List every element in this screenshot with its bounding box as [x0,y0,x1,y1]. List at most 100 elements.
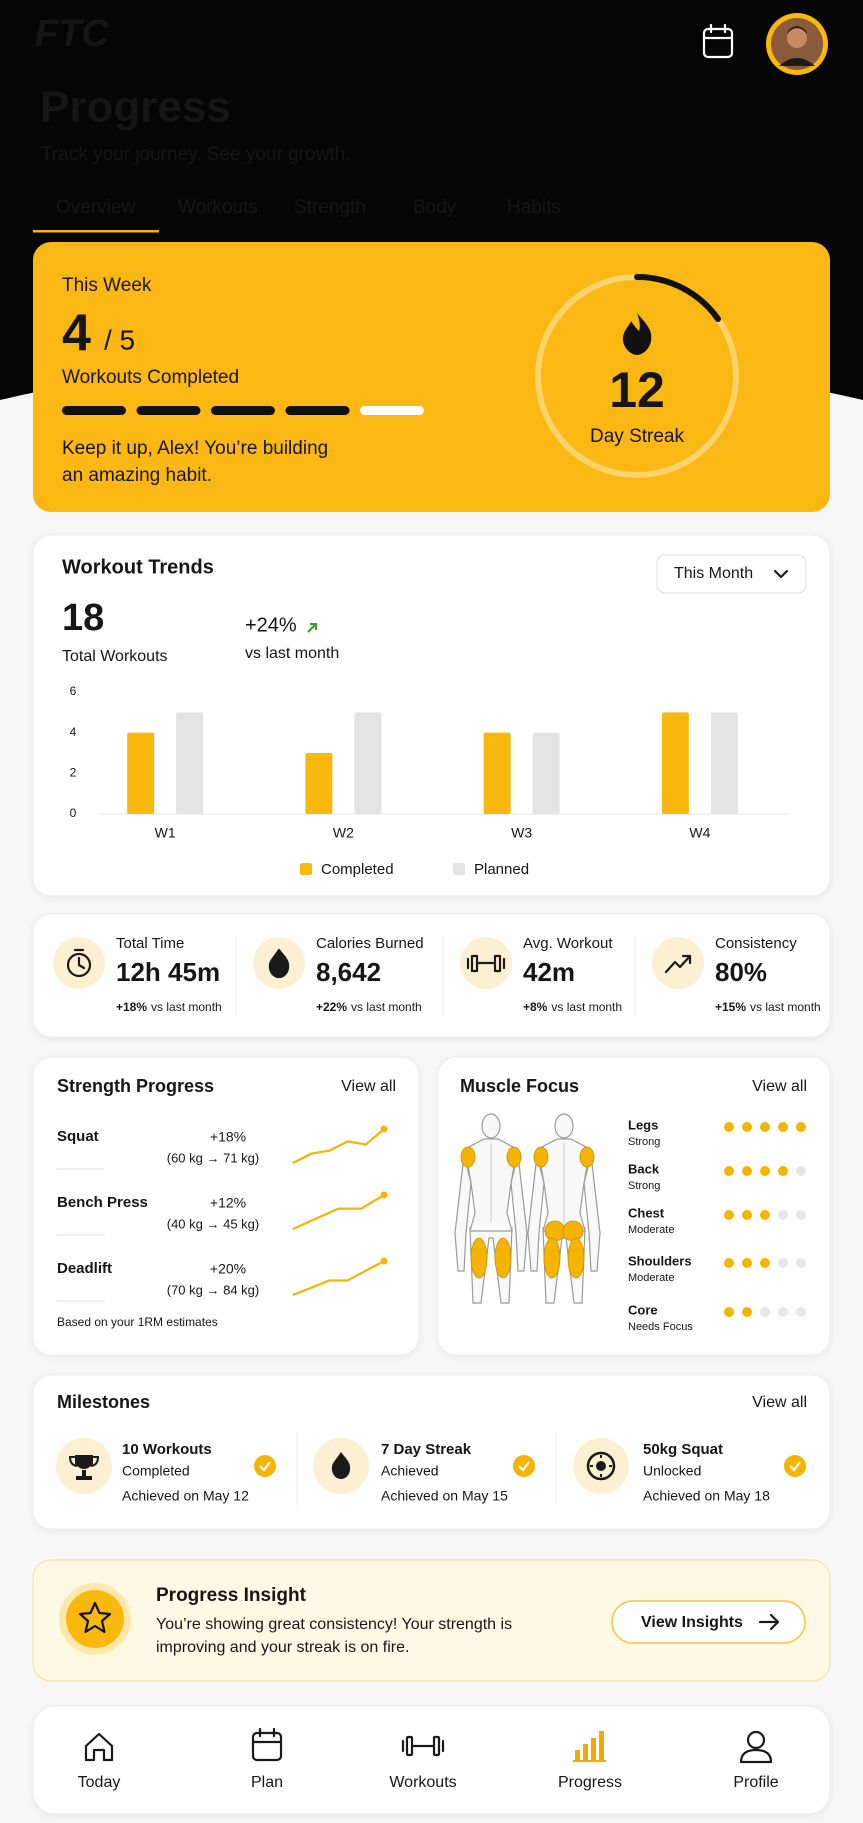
tab[interactable]: Strength [294,197,366,218]
tab[interactable]: Workouts [178,197,258,218]
stat-change-label: vs last month [551,1000,622,1014]
rating-dot [778,1210,788,1220]
streak-label: Day Streak [590,426,684,447]
tab-underline [33,230,159,233]
stat-change: +22% [316,1000,347,1014]
lift-name: Squat [57,1128,99,1145]
total-label: Total Workouts [62,648,168,665]
sparkline [292,1260,385,1297]
insight-icon [66,1590,124,1648]
view-all[interactable]: View all [341,1078,396,1095]
flame-icon [622,313,652,355]
stat-change-label: vs last month [151,1000,222,1014]
stat-label: Consistency [715,935,797,952]
lift-name: Bench Press [57,1194,148,1211]
x-tick-label: W3 [511,825,532,841]
card-title: Muscle Focus [460,1076,579,1096]
view-all[interactable]: View all [752,1078,807,1095]
milestone-date: Achieved on May 12 [122,1488,249,1504]
stat-change-label: vs last month [351,1000,422,1014]
change: +24% [245,614,297,636]
today-icon [84,1732,114,1762]
nav-label[interactable]: Progress [558,1774,622,1791]
milestone-title: 7 Day Streak [381,1441,472,1458]
legend-label: Completed [321,861,394,878]
bottom-nav [32,1705,831,1815]
legend-swatch [453,863,465,875]
view-all[interactable]: View all [752,1394,807,1411]
change-label: vs last month [245,645,339,662]
lift-underline [57,1300,105,1302]
muscle-name: Shoulders [628,1253,692,1268]
lift-detail: (70 kg → 84 kg) [167,1282,260,1297]
stat-icon [664,954,692,974]
lift-detail: (60 kg → 71 kg) [167,1150,260,1165]
tab[interactable]: Habits [507,197,561,218]
rating-dot [796,1307,806,1317]
tab[interactable]: Overview [56,197,135,218]
sparkline [292,1128,385,1164]
milestone-icon [68,1455,100,1480]
card-title: Workout Trends [62,556,214,578]
milestone-icon [586,1451,616,1481]
rating-dot [796,1258,806,1268]
milestone-title: 10 Workouts [122,1441,212,1458]
muscle-name: Back [628,1161,660,1176]
bar [176,712,204,814]
progress-segment [211,406,275,415]
nav-label[interactable]: Plan [251,1774,283,1791]
strength-card [32,1056,420,1356]
tab[interactable]: Body [413,197,457,218]
rating-dot [796,1166,806,1176]
y-tick-label: 4 [70,725,77,739]
progress-segment [136,406,201,415]
button-label[interactable]: View Insights [641,1614,743,1631]
rating-dot [724,1166,734,1176]
lift-change: +12% [210,1195,246,1211]
avatar[interactable] [766,13,828,75]
rating-dot [778,1307,788,1317]
week-message: an amazing habit. [62,465,212,486]
nav-label[interactable]: Workouts [389,1774,456,1791]
insight-card [32,1559,831,1682]
streak-value: 12 [609,362,665,418]
page-title: Progress [40,83,231,132]
plan-icon [251,1727,283,1762]
check-mark [518,1461,530,1472]
sparkline-end [380,1191,388,1199]
week-message: Keep it up, Alex! You’re building [62,438,328,459]
completed-count: 4 [62,305,91,363]
nav-label[interactable]: Profile [733,1774,778,1791]
rating-dot [724,1122,734,1132]
stat-icon-bg [652,937,704,989]
calendar-button[interactable] [702,23,734,59]
check-badge [784,1455,806,1477]
this-week-card [33,242,830,512]
star-icon [78,1601,112,1634]
milestone-title: 50kg Squat [643,1441,723,1458]
lift-change: +18% [210,1129,246,1145]
period-dropdown[interactable] [656,554,807,594]
nav-label[interactable]: Today [78,1774,121,1791]
milestones-card [32,1374,831,1530]
stat-change-label: vs last month [750,1000,821,1014]
insight-text: You’re showing great consistency! Your s… [156,1616,512,1633]
muscle-level: Moderate [628,1272,674,1284]
page-subtitle: Track your journey. See your growth. [41,144,350,165]
stat-change: +15% [715,1000,746,1014]
x-tick-label: W2 [333,825,354,841]
lift-detail: (40 kg → 45 kg) [167,1216,260,1231]
stat-label: Total Time [116,935,184,952]
bar [354,712,382,814]
sparkline-end [380,1125,388,1133]
rating-dot [778,1258,788,1268]
up-arrow [307,623,317,633]
muscle-name: Legs [628,1117,658,1132]
stat-value: 8,642 [316,957,381,987]
progress-segment [285,406,350,415]
bar [710,712,738,814]
milestone-date: Achieved on May 18 [643,1488,770,1504]
milestone-date: Achieved on May 15 [381,1488,508,1504]
view-insights-button[interactable] [611,1600,806,1644]
